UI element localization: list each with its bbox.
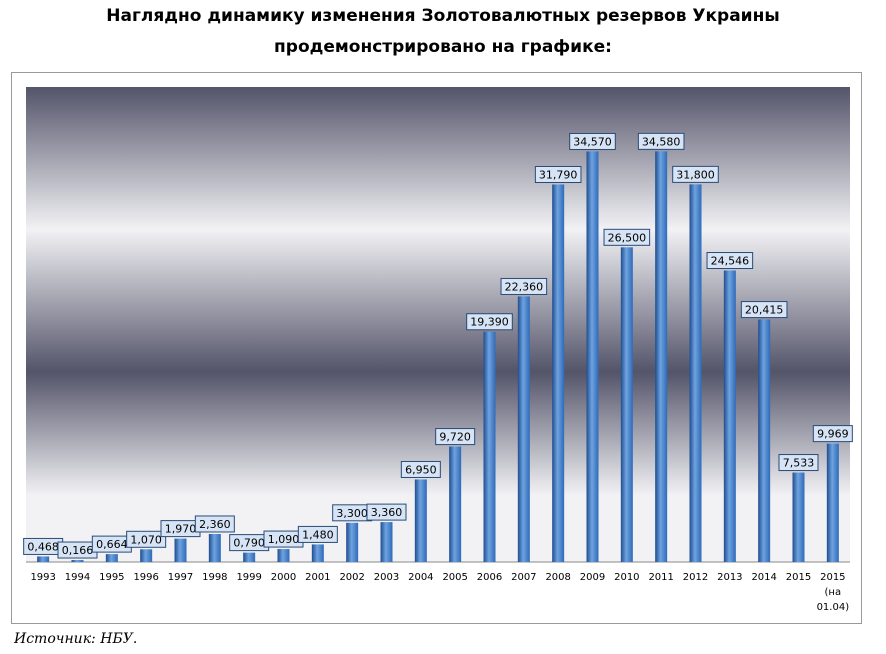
category-label-3: 1996: [133, 572, 158, 583]
data-label-4: 1,970: [165, 523, 197, 536]
bar-0: [37, 556, 50, 562]
data-label-14: 22,360: [505, 280, 544, 293]
bar-14: [517, 296, 530, 562]
data-label-box-8: [297, 525, 338, 543]
data-label-9: 3,300: [336, 507, 368, 520]
data-label-19: 31,800: [676, 168, 715, 181]
bar-21: [758, 319, 771, 562]
data-label-3: 1,070: [130, 533, 162, 546]
bar-8: [311, 544, 324, 562]
bar-11: [414, 479, 427, 562]
data-label-0: 0,468: [27, 540, 59, 553]
data-label-21: 20,415: [745, 304, 784, 317]
category-label-2: 1995: [99, 572, 124, 583]
bar-22: [792, 472, 805, 562]
data-label-6: 0,790: [233, 537, 265, 550]
data-label-box-21: [740, 301, 788, 319]
data-label-10: 3,360: [371, 506, 403, 519]
category-label-11: 2004: [408, 572, 433, 583]
data-label-box-16: [569, 132, 616, 150]
category-label-8: 2001: [305, 572, 330, 583]
data-label-box-3: [126, 530, 167, 548]
data-label-23: 9,969: [817, 428, 849, 441]
bar-5: [208, 533, 221, 562]
bar-16: [586, 151, 599, 562]
category-label-0: 1993: [30, 572, 55, 583]
bar-6: [243, 552, 256, 562]
data-label-box-23: [812, 425, 853, 443]
bar-1: [71, 560, 84, 562]
category-label-21: 2014: [751, 572, 776, 583]
category-label-18: 2011: [648, 572, 673, 583]
category-label-23: 2015 (на 01.04): [817, 572, 850, 613]
data-label-box-12: [435, 428, 476, 446]
data-label-box-10: [366, 503, 407, 521]
category-label-20: 2013: [717, 572, 742, 583]
bar-19: [689, 184, 702, 562]
data-label-20: 24,546: [711, 255, 750, 268]
bar-18: [655, 151, 668, 563]
bar-10: [380, 522, 393, 562]
data-label-1: 0,166: [62, 544, 94, 557]
category-label-19: 2012: [683, 572, 708, 583]
data-label-box-20: [706, 252, 754, 270]
bar-23: [826, 443, 839, 562]
data-label-13: 19,390: [470, 316, 509, 329]
data-label-2: 0,664: [96, 538, 128, 551]
bar-2: [105, 554, 118, 562]
source-note: Источник: НБУ.: [14, 631, 138, 647]
category-label-14: 2007: [511, 572, 536, 583]
category-label-4: 1997: [168, 572, 193, 583]
data-label-box-22: [778, 454, 819, 472]
data-label-12: 9,720: [439, 431, 471, 444]
data-label-box-15: [534, 165, 582, 183]
bar-20: [723, 270, 736, 562]
data-label-box-18: [637, 132, 685, 150]
data-label-5: 2,360: [199, 518, 231, 531]
data-label-18: 34,580: [642, 135, 681, 148]
data-label-box-5: [194, 515, 235, 533]
data-label-8: 1,480: [302, 528, 334, 541]
category-label-1: 1994: [65, 572, 90, 583]
category-label-15: 2008: [545, 572, 570, 583]
category-label-12: 2005: [442, 572, 467, 583]
bar-chart: 0,468 1993 0,166 1994 0,664 1995 1,070 1996 1,97…: [23, 87, 853, 613]
data-label-box-19: [672, 165, 719, 183]
category-label-9: 2002: [339, 572, 364, 583]
chart-title-line-2: продемонстрировано на графике:: [274, 37, 612, 57]
category-label-10: 2003: [374, 572, 399, 583]
bar-12: [449, 446, 462, 562]
bar-9: [346, 522, 359, 562]
data-label-11: 6,950: [405, 463, 437, 476]
data-label-17: 26,500: [608, 231, 647, 244]
data-label-7: 1,090: [268, 533, 300, 546]
bar-3: [140, 549, 153, 562]
data-label-15: 31,790: [539, 168, 578, 181]
data-label-22: 7,533: [783, 457, 815, 470]
category-label-13: 2006: [477, 572, 502, 583]
bar-15: [552, 184, 565, 562]
category-label-5: 1998: [202, 572, 227, 583]
bar-13: [483, 331, 496, 562]
bar-7: [277, 549, 290, 562]
data-label-box-14: [500, 277, 548, 295]
data-label-box-17: [603, 228, 651, 246]
category-label-6: 1999: [236, 572, 261, 583]
bar-4: [174, 538, 187, 562]
category-label-22: 2015: [786, 572, 811, 583]
category-label-16: 2009: [580, 572, 605, 583]
bar-17: [620, 247, 633, 562]
data-label-16: 34,570: [573, 135, 612, 148]
chart-frame: 0,468 1993 0,166 1994 0,664 1995 1,070 1996 1,97…: [11, 72, 862, 624]
category-label-7: 2000: [271, 572, 296, 583]
data-label-box-13: [466, 313, 513, 331]
chart-title-line-1: Наглядно динамику изменения Золотовалютн…: [106, 6, 780, 26]
category-label-17: 2010: [614, 572, 639, 583]
data-label-box-11: [400, 460, 441, 478]
